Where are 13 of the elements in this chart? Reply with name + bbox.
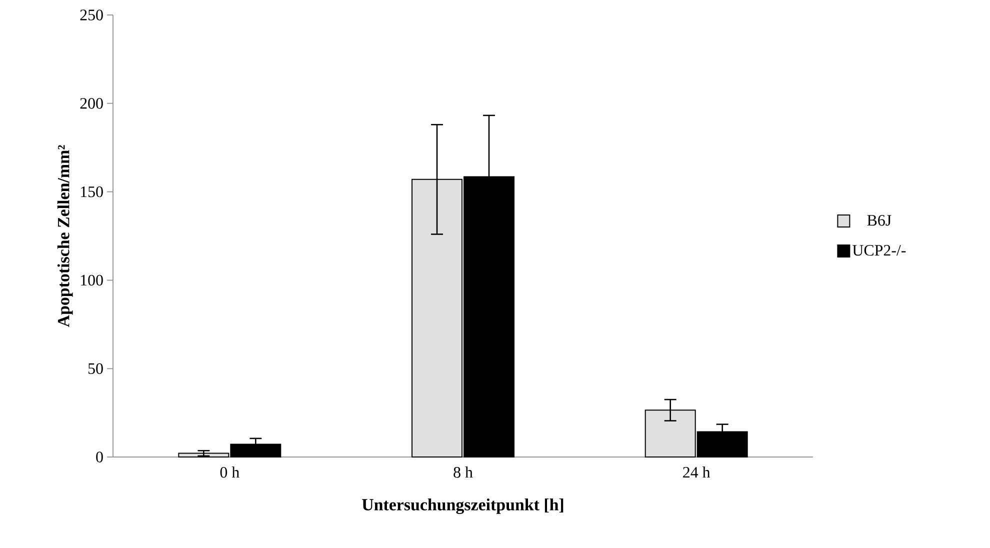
x-tick-label: 8 h [454, 466, 473, 478]
y-tick-label: 100 [80, 274, 103, 286]
x-tick-label: 24 h [683, 466, 710, 478]
y-tick-label: 250 [80, 10, 103, 20]
x-axis-title: Untersuchungszeitpunkt [h] [362, 498, 564, 514]
y-tick-label: 150 [80, 186, 103, 198]
y-tick-label: 200 [80, 98, 103, 109]
y-tick-label: 0 [96, 452, 103, 462]
x-tick-label: 0 h [220, 466, 240, 478]
legend-label: B6J [867, 214, 892, 226]
y-axis-title: Apoptotische Zellen/mm² [57, 145, 73, 328]
legend-label: UCP2-/- [852, 244, 906, 256]
y-tick-label: 50 [88, 363, 103, 374]
